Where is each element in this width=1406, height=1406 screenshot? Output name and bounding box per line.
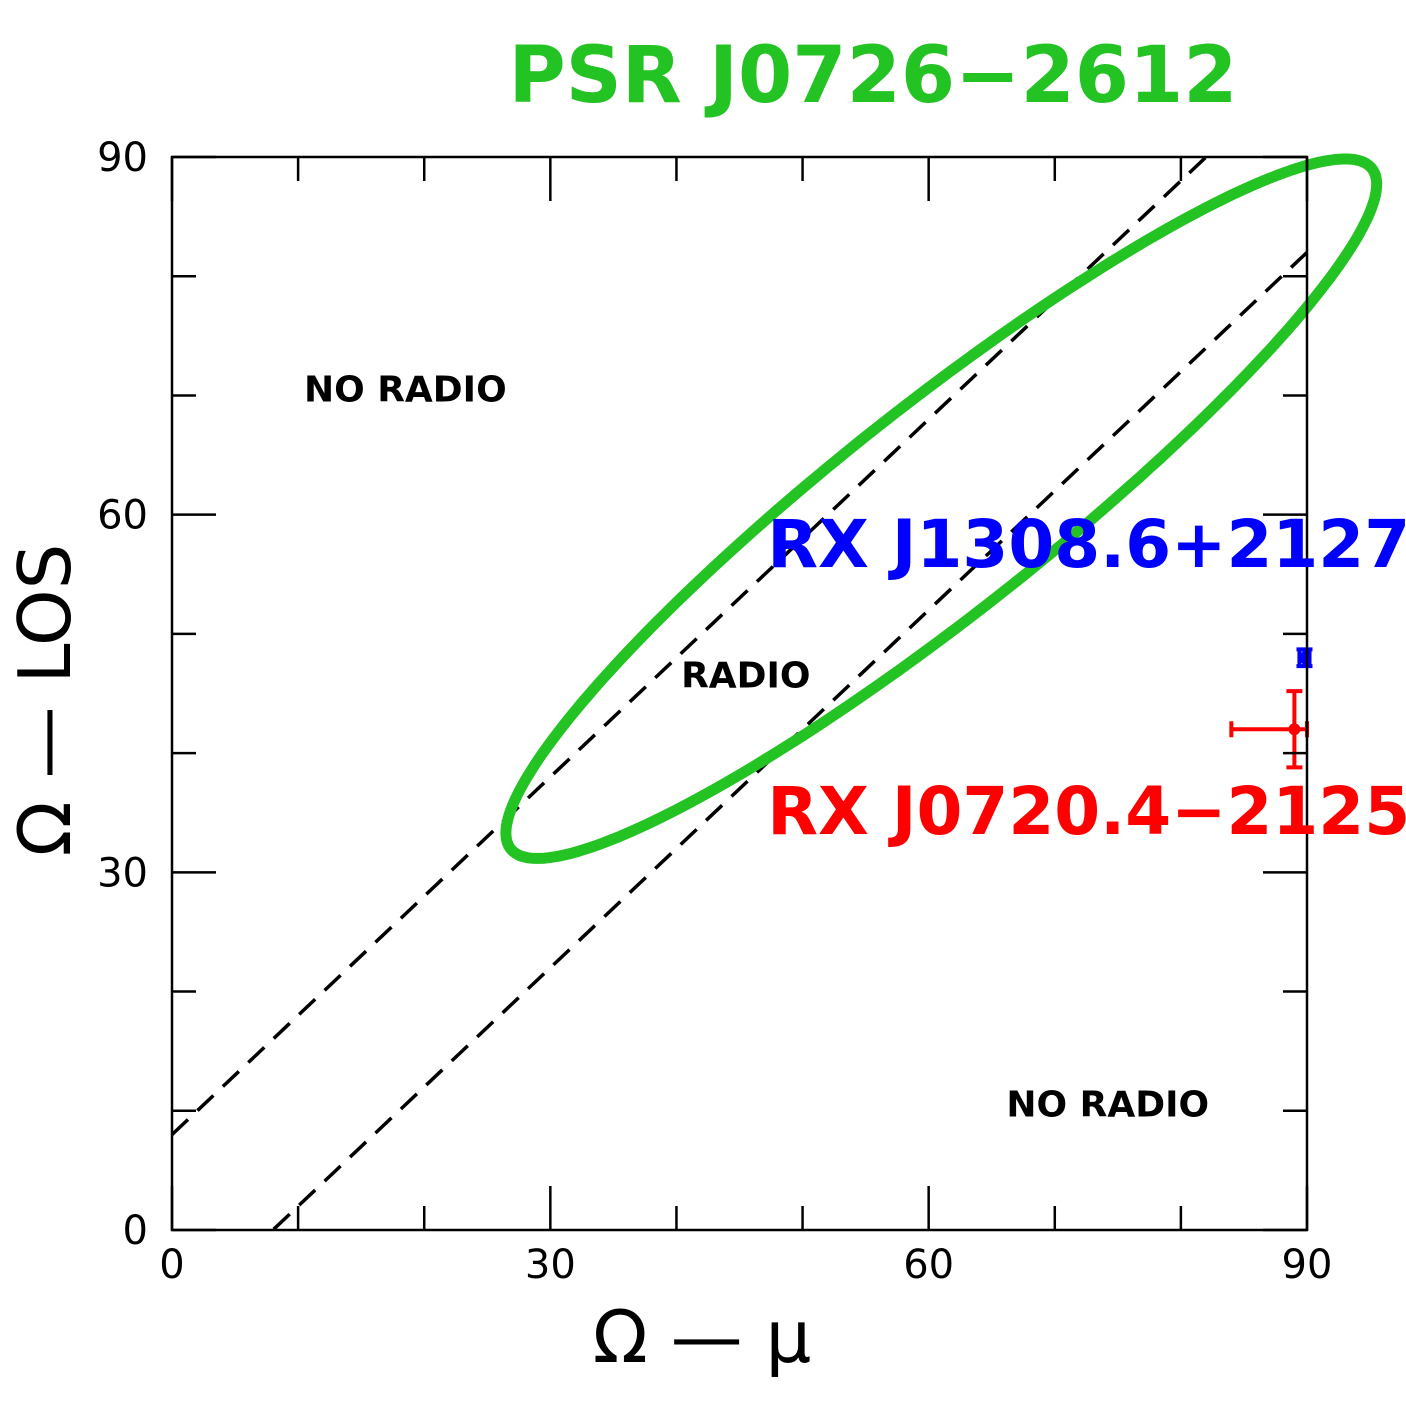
x-axis-title: Ω — μ: [593, 1295, 812, 1379]
region-label-3: NO RADIO: [1006, 1085, 1209, 1126]
source-label-2: RX J0720.4−2125: [767, 773, 1406, 850]
y-axis-title: Ω — LOS: [3, 544, 87, 857]
annotations: NO RADIO RADIO NO RADIO RX J1308.6+2127 RX J…: [304, 369, 1406, 1125]
plot-area: [172, 153, 1383, 1230]
x-tick-label-30: 30: [525, 1242, 576, 1288]
series-2-point-1-marker: [1288, 723, 1301, 736]
boundary-line-1: [172, 157, 1209, 1136]
psr-ellipse: [500, 153, 1383, 864]
x-tick-label-60: 60: [903, 1242, 954, 1288]
x-tick-label-0: 0: [159, 1242, 184, 1288]
boundary-line-2: [270, 251, 1307, 1230]
chart-title: PSR J0726−2612: [508, 31, 1237, 121]
region-label-2: RADIO: [681, 656, 810, 697]
y-tick-label-60: 60: [97, 493, 148, 539]
source-label-1: RX J1308.6+2127: [767, 506, 1406, 583]
y-tick-label-0: 0: [123, 1208, 148, 1254]
region-label-1: NO RADIO: [304, 369, 507, 410]
axis-ticks: 0 30 60 90 0 30 60 90: [97, 135, 1332, 1288]
series-1-point-1-marker: [1298, 651, 1311, 664]
y-tick-label-30: 30: [97, 850, 148, 896]
plot-frame: [170, 155, 1309, 1232]
x-tick-label-90: 90: [1282, 1242, 1333, 1288]
y-tick-label-90: 90: [97, 135, 148, 181]
plot-content: [172, 157, 1307, 1230]
